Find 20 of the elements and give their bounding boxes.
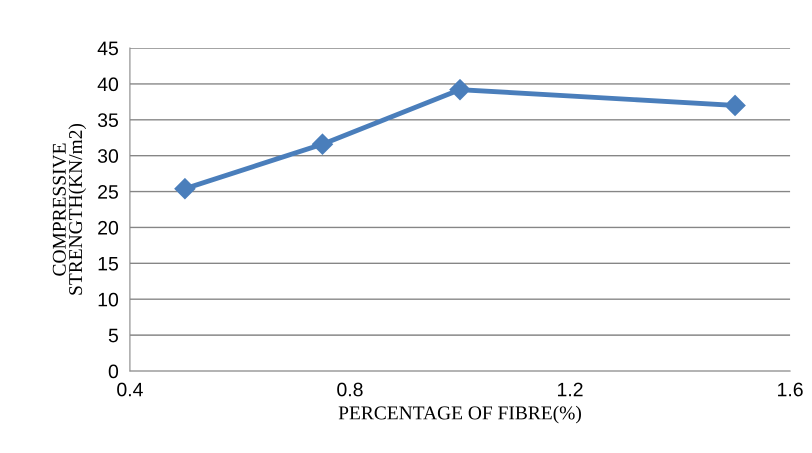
point bbox=[312, 134, 333, 155]
y-tick-label: 10 bbox=[98, 292, 118, 306]
x-tick-label: 1.6 bbox=[778, 382, 803, 396]
y-tick-label: 25 bbox=[98, 185, 118, 199]
y-tick-label: 30 bbox=[98, 149, 118, 163]
x-tick-label: 0.8 bbox=[337, 382, 363, 396]
x-tick-label: 0.4 bbox=[117, 382, 143, 396]
y-tick-label: 45 bbox=[98, 42, 118, 56]
y-tick-label: 35 bbox=[98, 113, 118, 128]
x-tick-label: 1.2 bbox=[558, 382, 583, 396]
y-axis-title: COMPRESSIVE STRENGTH(KN/m2) bbox=[52, 124, 86, 295]
y-tick-label: 5 bbox=[108, 328, 118, 342]
y-tick-label: 0 bbox=[108, 364, 118, 378]
y-tick-label: 40 bbox=[98, 77, 118, 92]
y-tick-label: 20 bbox=[98, 220, 118, 235]
x-axis-title: PERCENTAGE OF FIBRE(%) bbox=[338, 406, 581, 424]
point bbox=[174, 178, 196, 200]
point bbox=[449, 79, 471, 100]
point bbox=[724, 94, 746, 116]
y-tick-label: 15 bbox=[98, 257, 118, 271]
